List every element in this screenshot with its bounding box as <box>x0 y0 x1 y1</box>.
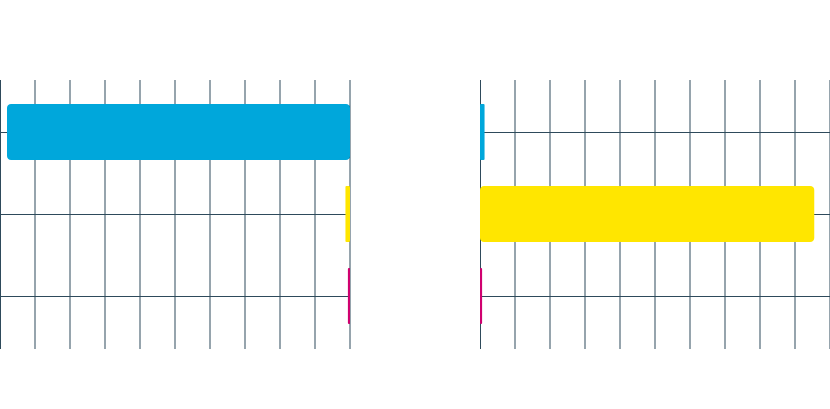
bar <box>480 104 485 160</box>
left-bar-panel <box>0 80 351 349</box>
bar <box>480 186 815 242</box>
bar <box>347 268 350 324</box>
bar <box>345 186 350 242</box>
bar <box>7 104 350 160</box>
bar <box>480 268 483 324</box>
right-bar-panel <box>480 80 830 349</box>
